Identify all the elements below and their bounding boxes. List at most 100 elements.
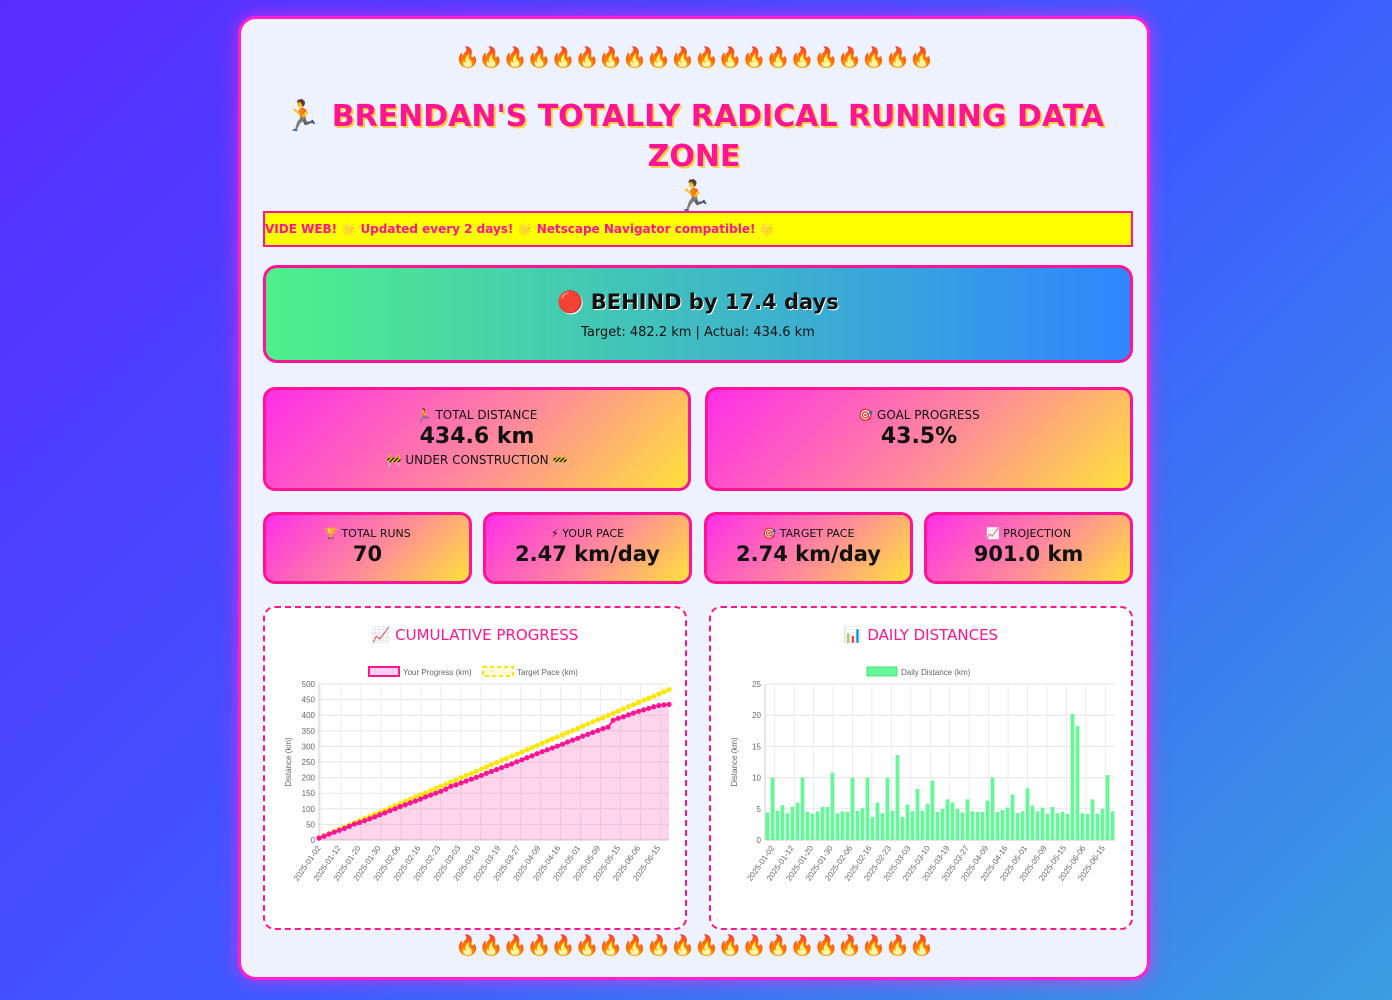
- data-point-target: [554, 734, 561, 740]
- y-tick-label: 500: [302, 680, 316, 689]
- legend-swatch-progress: [368, 666, 400, 677]
- bar: [965, 799, 970, 840]
- stat-value: 901.0 km: [973, 542, 1084, 566]
- cumulative-progress-plot: Your Progress (km) Target Pace (km) 0 50 100…: [284, 666, 672, 883]
- stat-card-goal-progress: 🎯 GOAL PROGRESS 43.5%: [705, 387, 1133, 491]
- data-point-target: [590, 719, 596, 725]
- marquee-banner: VIDE WEB! 🌟 Updated every 2 days! 🌟 Nets…: [263, 211, 1133, 247]
- bar: [900, 816, 905, 840]
- data-point-target: [433, 785, 439, 792]
- data-point-progress: [392, 806, 398, 812]
- y-tick-label: 150: [302, 789, 316, 798]
- data-point-target: [559, 732, 566, 738]
- data-point-progress: [433, 790, 439, 796]
- stat-card-total-distance: 🏃 TOTAL DISTANCE 434.6 km 🚧 UNDER CONSTR…: [263, 387, 691, 491]
- data-point-progress: [605, 724, 611, 730]
- bar: [795, 802, 800, 840]
- bar: [1080, 813, 1085, 840]
- data-point-target: [417, 792, 424, 798]
- data-point-progress: [377, 812, 383, 818]
- stat-card-target-pace: 🎯 TARGET PACE 2.74 km/day: [704, 512, 913, 584]
- bar: [1010, 794, 1015, 840]
- bar: [870, 816, 875, 840]
- bar: [1050, 806, 1055, 840]
- chart-title: 📈 CUMULATIVE PROGRESS: [371, 626, 579, 644]
- bar: [895, 755, 900, 840]
- bar: [835, 813, 840, 840]
- y-tick-label: 100: [302, 805, 316, 814]
- bar: [820, 806, 825, 840]
- daily-distances-chart: 📊 DAILY DISTANCES Daily Distance (km) 0 5 1…: [709, 606, 1133, 930]
- data-point-progress: [362, 818, 368, 824]
- bar: [860, 808, 865, 840]
- data-point-target: [412, 794, 418, 800]
- data-point-progress: [585, 731, 591, 737]
- data-point-progress: [509, 761, 515, 767]
- data-point-progress: [351, 821, 358, 827]
- data-point-target: [422, 790, 429, 796]
- bar: [810, 813, 815, 840]
- data-point-target: [473, 768, 479, 774]
- data-point-progress: [488, 768, 495, 774]
- fire-border-bottom: 🔥🔥🔥🔥🔥🔥🔥🔥🔥🔥🔥🔥🔥🔥🔥🔥🔥🔥🔥🔥: [454, 933, 934, 957]
- bar: [920, 810, 925, 840]
- bar: [850, 777, 855, 840]
- data-point-target: [549, 736, 555, 742]
- status-banner: 🔴 BEHIND by 17.4 days Target: 482.2 km |…: [263, 265, 1133, 363]
- data-point-progress: [534, 750, 540, 757]
- data-point-progress: [316, 835, 322, 841]
- bar: [785, 813, 790, 840]
- data-point-target: [575, 725, 581, 731]
- data-point-progress: [483, 770, 489, 776]
- bar: [765, 812, 770, 840]
- data-point-target: [666, 686, 672, 693]
- daily-distances-plot: Daily Distance (km)05101520252025-01-022…: [730, 666, 1115, 883]
- bar: [880, 813, 885, 840]
- bar: [1025, 788, 1030, 840]
- y-tick-label: 50: [306, 820, 315, 829]
- page-title: 🏃 BRENDAN'S TOTALLY RADICAL RUNNING DATA…: [251, 97, 1137, 217]
- target-icon: 🎯: [858, 408, 874, 422]
- bar: [980, 811, 985, 840]
- data-point-progress: [331, 829, 337, 835]
- bar: [970, 811, 975, 840]
- runner-icon: 🏃: [675, 179, 713, 214]
- data-point-progress: [554, 743, 561, 749]
- legend-label-daily: Daily Distance (km): [901, 668, 971, 677]
- data-point-target: [463, 772, 469, 779]
- stat-label: 🎯 GOAL PROGRESS: [858, 408, 980, 422]
- data-point-target: [641, 697, 647, 703]
- data-point-target: [483, 764, 489, 770]
- fire-border-top: 🔥🔥🔥🔥🔥🔥🔥🔥🔥🔥🔥🔥🔥🔥🔥🔥🔥🔥🔥🔥: [454, 45, 934, 69]
- data-point-target: [539, 740, 545, 746]
- data-point-target: [509, 753, 515, 759]
- data-point-progress: [524, 755, 530, 761]
- data-point-target: [504, 755, 510, 761]
- data-point-target: [443, 781, 449, 787]
- y-tick-label: 15: [752, 742, 761, 751]
- data-point-progress: [620, 714, 626, 720]
- data-point-progress: [448, 783, 454, 789]
- data-point-progress: [564, 739, 571, 745]
- y-tick-label: 350: [302, 727, 316, 736]
- stat-value: 2.74 km/day: [736, 542, 881, 566]
- bar: [1075, 725, 1080, 840]
- data-point-target: [620, 706, 626, 712]
- stat-card-projection: 📈 PROJECTION 901.0 km: [924, 512, 1133, 584]
- data-point-progress: [443, 786, 449, 792]
- data-point-progress: [417, 796, 424, 802]
- y-tick-label: 250: [302, 758, 316, 767]
- marquee-text: VIDE WEB! 🌟 Updated every 2 days! 🌟 Nets…: [265, 222, 775, 236]
- bar: [1020, 811, 1025, 840]
- data-point-progress: [519, 757, 525, 763]
- page-title-text: BRENDAN'S TOTALLY RADICAL RUNNING DATA Z…: [331, 99, 1105, 174]
- bar: [925, 803, 930, 840]
- bar: [1015, 813, 1020, 840]
- data-point-progress: [367, 816, 373, 822]
- stat-value: 70: [352, 542, 383, 566]
- legend-swatch-daily: [866, 666, 898, 677]
- bar: [1065, 813, 1070, 840]
- bar: [875, 802, 880, 840]
- data-point-progress: [382, 810, 388, 816]
- bar: [865, 777, 870, 840]
